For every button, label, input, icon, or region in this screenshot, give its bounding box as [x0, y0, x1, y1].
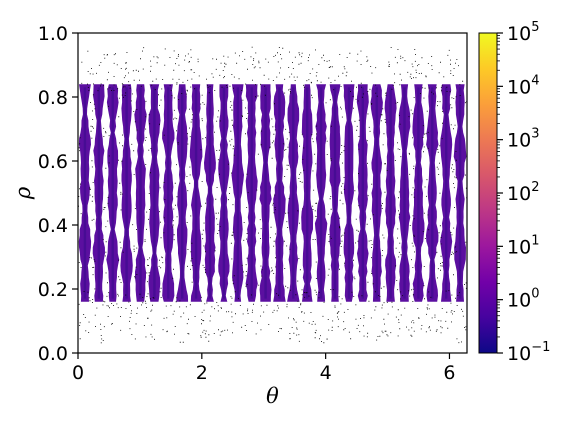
colorbar-tick-label: 104 [507, 73, 539, 98]
heat-band-core [222, 87, 226, 299]
heat-band-core [97, 87, 100, 299]
heat-band-core [153, 87, 156, 299]
colorbar-tick-label: 102 [507, 180, 539, 205]
y-tick-label: 1.0 [38, 23, 68, 45]
heat-band-core [403, 87, 406, 299]
heat-band-core [389, 87, 392, 299]
heat-band-core [139, 87, 142, 299]
heat-band-core [445, 87, 448, 299]
x-tick-label: 6 [443, 362, 455, 384]
y-tick-label: 0.6 [38, 151, 68, 173]
heat-band-core [111, 87, 114, 299]
x-axis-ticks: 0 2 4 6 [72, 353, 456, 384]
heat-band-core [417, 87, 420, 299]
heat-band-core [319, 87, 323, 299]
heat-band-core [125, 87, 128, 299]
heat-band-core [361, 87, 364, 299]
x-tick-label: 2 [196, 362, 208, 384]
heat-band-core [236, 87, 239, 299]
plot-frame [77, 32, 468, 354]
heat-band-core [278, 87, 281, 299]
colorbar-tick-label: 100 [507, 287, 539, 312]
colorbar-tick-label: 101 [507, 233, 539, 258]
colorbar-tick-label: 103 [507, 127, 539, 152]
heatmap-bands [78, 84, 467, 302]
heat-band-core [181, 87, 184, 299]
heat-band-core [83, 87, 87, 299]
colorbar [478, 32, 498, 354]
x-axis-label: θ [266, 384, 279, 408]
colorbar-tick-label: 10−1 [507, 340, 550, 365]
y-axis-ticks: 0.0 0.2 0.4 0.6 0.8 1.0 [38, 23, 78, 365]
heat-band-core [333, 87, 337, 299]
x-tick-label: 4 [320, 362, 332, 384]
heat-band-core [194, 87, 198, 299]
y-tick-label: 0.0 [38, 343, 68, 365]
heat-band-core [292, 87, 295, 299]
x-tick-label: 0 [72, 362, 84, 384]
heat-band-core [167, 87, 170, 299]
colorbar-ticks: 10−1 100 101 102 103 104 105 [497, 20, 550, 365]
heat-band-core [431, 87, 434, 299]
heat-band-core [250, 87, 253, 299]
heat-band-core [208, 87, 212, 299]
heat-band-core [347, 87, 351, 299]
heat-band-core [458, 87, 462, 299]
colorbar-tick-label: 105 [507, 20, 539, 45]
heat-band-core [375, 87, 378, 299]
y-axis-label: ρ [11, 186, 35, 200]
heat-band-core [264, 87, 267, 299]
y-tick-label: 0.8 [38, 87, 68, 109]
y-tick-label: 0.2 [38, 279, 68, 301]
y-tick-label: 0.4 [38, 215, 68, 237]
heat-band-core [306, 87, 309, 299]
